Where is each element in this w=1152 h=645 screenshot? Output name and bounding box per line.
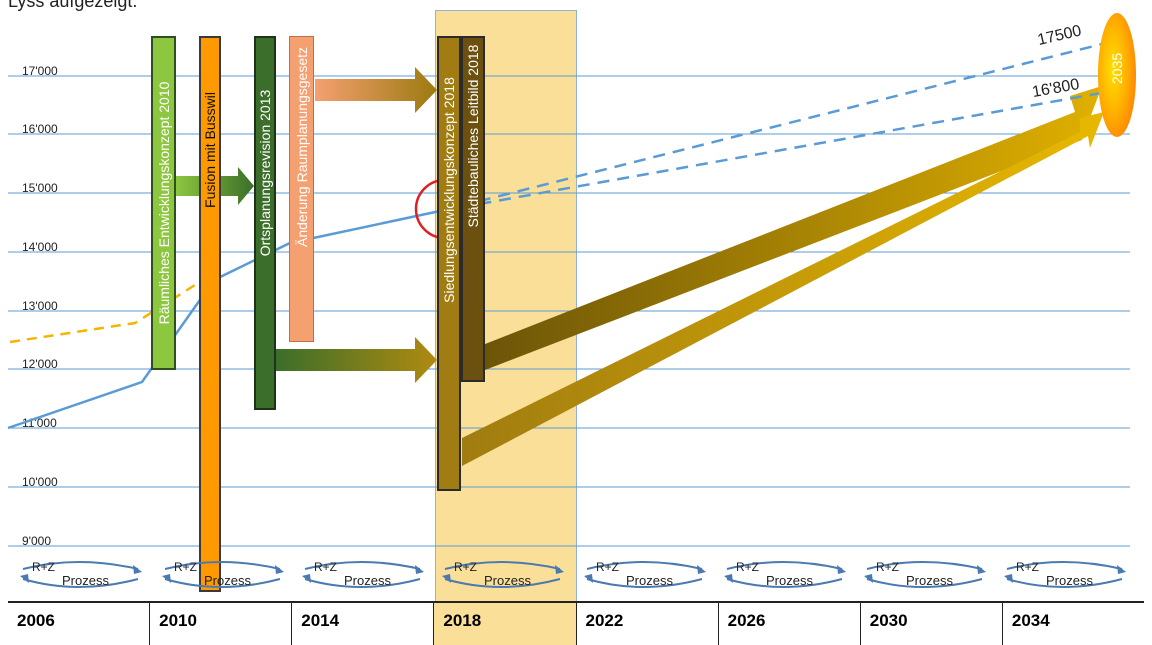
cycle-arrows-icon xyxy=(1004,561,1126,588)
y-label-12000: 12'000 xyxy=(22,357,58,371)
bar-fusion-busswil: Fusion mit Busswil xyxy=(199,36,221,592)
bar-entwicklungskonzept-2010: Räumliches Entwicklungskonzept 2010 xyxy=(151,36,176,370)
process-cycle: R+Z Prozess xyxy=(1002,557,1132,597)
bar-label-entwicklungskonzept: Räumliches Entwicklungskonzept 2010 xyxy=(155,81,172,325)
process-label: Prozess xyxy=(766,573,813,588)
process-label: Prozess xyxy=(62,573,109,588)
arrow-leitbild-to-2035 xyxy=(462,112,1104,466)
projection-high-line xyxy=(439,38,1119,213)
process-rz-label: R+Z xyxy=(454,560,478,574)
cycle-arrows-icon xyxy=(20,561,142,588)
process-cycle: R+Z Prozess xyxy=(722,557,852,597)
population-line xyxy=(7,209,441,430)
bar-label-siedlungsentwicklung: Siedlungsentwicklungskonzept 2018 xyxy=(441,77,457,303)
year-cell-highlight: 2018 xyxy=(434,603,577,645)
process-cycle: R+Z Prozess xyxy=(160,557,290,597)
process-rz-label: R+Z xyxy=(1016,560,1040,574)
process-cycle: R+Z Prozess xyxy=(440,557,570,597)
target-year-label: 2035 xyxy=(1109,52,1125,84)
process-label: Prozess xyxy=(344,573,391,588)
process-rz-label: R+Z xyxy=(174,560,198,574)
bar-label-raumplanungsgesetz: Änderung Raumplanungsgesetz xyxy=(293,46,310,248)
process-rz-label: R+Z xyxy=(32,560,56,574)
y-label-13000: 13'000 xyxy=(22,299,58,313)
process-label: Prozess xyxy=(626,573,673,588)
year-cell: 2010 xyxy=(150,603,293,645)
bar-ortsplanungsrevision-2013: Ortsplanungsrevision 2013 xyxy=(254,36,276,410)
y-label-14000: 14'000 xyxy=(22,240,58,254)
y-label-16000: 16'000 xyxy=(22,122,58,136)
year-cell: 2034 xyxy=(1011,611,1050,630)
cycle-arrows-icon xyxy=(442,561,564,588)
process-cycle: R+Z Prozess xyxy=(18,557,148,597)
year-cell: 2030 xyxy=(861,603,1003,645)
process-rz-label: R+Z xyxy=(736,560,760,574)
year-timeline: 2006 2010 2014 2018 2022 2026 2030 2034 xyxy=(8,601,1144,645)
bar-raumplanungsgesetz: Änderung Raumplanungsgesetz xyxy=(289,36,314,342)
year-cell: 2026 xyxy=(719,603,861,645)
process-label: Prozess xyxy=(1046,573,1093,588)
process-label: Prozess xyxy=(484,573,531,588)
process-cycle: R+Z Prozess xyxy=(300,557,430,597)
cycle-arrows-icon xyxy=(584,561,706,588)
cycle-arrows-icon xyxy=(302,561,424,588)
bar-siedlungsentwicklungskonzept-2018: Siedlungsentwicklungskonzept 2018 xyxy=(437,36,461,491)
year-cell: 2014 xyxy=(292,603,435,645)
cycle-arrows-icon xyxy=(864,561,986,588)
bar-label-leitbild: Städtebauliches Leitbild 2018 xyxy=(465,44,481,228)
cycle-arrows-icon xyxy=(724,561,846,588)
caption-text: Lyss aufgezeigt. xyxy=(8,0,138,11)
bar-label-fusion: Fusion mit Busswil xyxy=(202,92,218,208)
y-label-9000: 9'000 xyxy=(22,534,51,548)
process-cycle: R+Z Prozess xyxy=(862,557,992,597)
projection-low-line xyxy=(439,88,1119,213)
arrow-salmon xyxy=(315,67,437,113)
bar-label-ortsplanung: Ortsplanungsrevision 2013 xyxy=(257,89,273,257)
year-cell: 2006 xyxy=(8,603,151,645)
process-rz-label: R+Z xyxy=(876,560,900,574)
bar-leitbild-2018: Städtebauliches Leitbild 2018 xyxy=(461,36,485,382)
cycle-arrows-icon xyxy=(162,561,284,588)
process-rz-label: R+Z xyxy=(596,560,620,574)
arrow-siedlung-to-2035 xyxy=(480,86,1102,370)
arrow-dark-green xyxy=(276,337,437,383)
year-cell: 2022 xyxy=(577,603,719,645)
process-label: Prozess xyxy=(204,573,251,588)
process-cycle: R+Z Prozess xyxy=(582,557,712,597)
y-label-17000: 17'000 xyxy=(22,64,58,78)
process-label: Prozess xyxy=(906,573,953,588)
target-ellipse-2035 xyxy=(1098,13,1136,137)
process-rz-label: R+Z xyxy=(314,560,338,574)
y-label-10000: 10'000 xyxy=(22,475,58,489)
y-label-15000: 15'000 xyxy=(22,181,58,195)
